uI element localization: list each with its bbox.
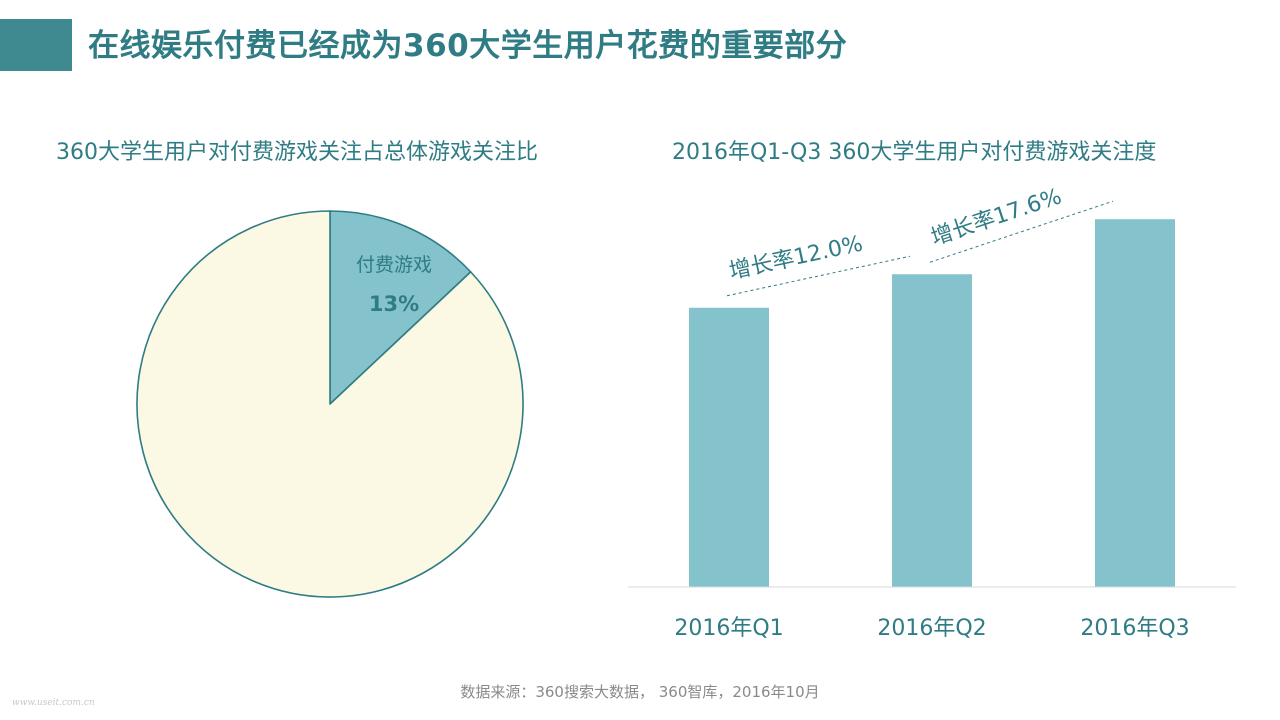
growth-rate-label: 增长率17.6% [928,184,1065,251]
pie-slice-label: 付费游戏 [356,254,432,276]
data-source-note: 数据来源：360搜索大数据， 360智库，2016年10月 [460,683,820,701]
x-tick-label: 2016年Q2 [877,616,986,641]
pie-slice-value: 13% [369,292,419,316]
bar [892,274,972,587]
bar [689,307,769,587]
growth-trend-line [726,255,911,297]
pie-chart-title: 360大学生用户对付费游戏关注占总体游戏关注比 [56,140,538,165]
growth-rate-label: 增长率12.0% [727,231,865,284]
x-tick-label: 2016年Q3 [1080,616,1189,641]
title-accent-bar [0,19,72,71]
pie-slice [136,210,524,598]
watermark: www.useit.com.cn [12,698,95,708]
bar-chart-title: 2016年Q1-Q3 360大学生用户对付费游戏关注度 [672,140,1157,165]
bar [1095,219,1175,587]
pie-slice [329,210,472,405]
x-tick-label: 2016年Q1 [674,616,783,641]
page-title: 在线娱乐付费已经成为360大学生用户花费的重要部分 [88,28,848,64]
growth-trend-line [929,200,1114,263]
